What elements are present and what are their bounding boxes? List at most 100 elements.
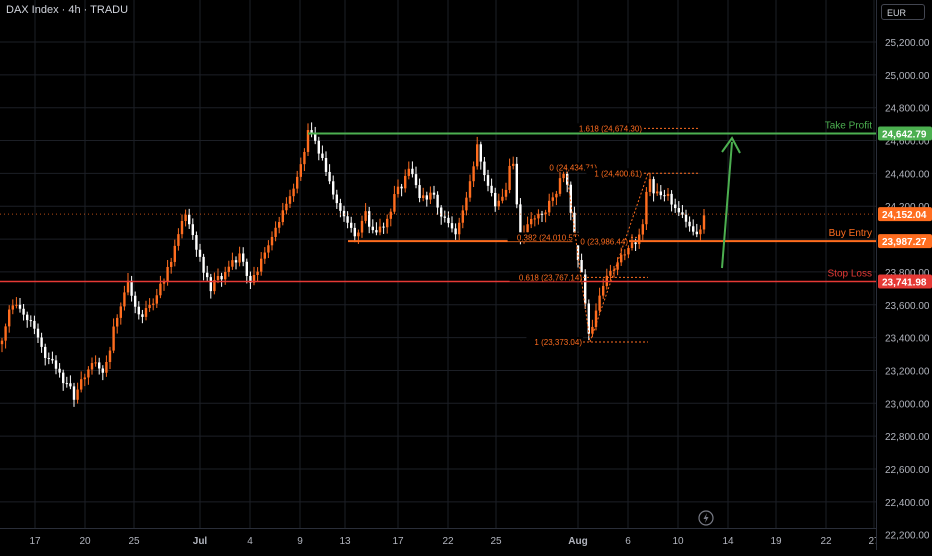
price-axis[interactable]: 25,200.00 25,000.00 24,800.00 24,600.00 24,4… — [876, 0, 932, 550]
candle-body — [418, 185, 421, 199]
candle-body — [425, 195, 428, 200]
candle-body — [134, 295, 137, 307]
time-scale[interactable]: 17 20 25 Jul 4 9 13 17 22 25 Aug 6 10 14 19 22 27 — [0, 529, 880, 551]
fib-label-top1: 1 (24,400.61) — [594, 169, 642, 178]
candle-body — [18, 304, 22, 309]
time-tick-label: 22 — [442, 536, 454, 547]
candle-body — [202, 256, 205, 273]
price-tick-label: 22,600.00 — [885, 465, 930, 476]
candle-body — [188, 214, 191, 225]
fib-label-r0: 0 (23,986.44) — [580, 237, 628, 246]
chart-area[interactable]: Take Profit Buy Entry Stop Loss 1.618 (24,6… — [0, 0, 876, 536]
candle-body — [411, 168, 414, 175]
price-chart[interactable]: Take Profit Buy Entry Stop Loss 1.618 (24,6… — [0, 0, 876, 536]
candle-body — [414, 174, 418, 186]
time-tick-label: 4 — [247, 536, 253, 547]
candle-body — [486, 175, 490, 186]
candle-body — [609, 270, 612, 276]
candle-body — [263, 252, 266, 259]
fib-label-bg — [541, 162, 598, 172]
candle-body — [461, 210, 464, 223]
candle-body — [630, 242, 634, 249]
candle-body — [296, 176, 299, 189]
candle-body — [479, 144, 482, 162]
candle-body — [195, 235, 198, 250]
target-arrow — [721, 141, 733, 269]
fib-trend-line-a — [565, 167, 591, 343]
candle-body — [242, 253, 245, 262]
candle-body — [652, 179, 655, 194]
price-tick-label: 24,800.00 — [885, 104, 930, 115]
candle-body — [684, 214, 688, 222]
candle-body — [116, 317, 119, 327]
candle-body — [4, 326, 7, 341]
price-tick-label: 25,200.00 — [885, 38, 930, 49]
candle-body — [267, 245, 270, 253]
candle-body — [695, 231, 698, 235]
candle-body — [15, 304, 18, 306]
candle-body — [598, 295, 601, 311]
candle-body — [292, 188, 295, 197]
candle-body — [173, 245, 176, 262]
candle-body — [137, 306, 140, 315]
lightning-bolt-icon[interactable] — [698, 510, 714, 526]
time-tick-label: Jul — [193, 536, 208, 547]
price-tick-label: 22,400.00 — [885, 498, 930, 509]
candle-body — [216, 275, 220, 280]
candle-body — [674, 204, 677, 209]
candle-body — [389, 211, 392, 219]
fib-label-bg — [569, 123, 643, 133]
candle-body — [368, 211, 371, 227]
candle-body — [620, 254, 623, 263]
candle-body — [659, 191, 662, 196]
candle-body — [407, 168, 410, 176]
candle-body — [317, 140, 320, 154]
candle-body — [483, 161, 486, 176]
candle-body — [566, 173, 569, 185]
take-profit-label: Take Profit — [825, 121, 872, 132]
candle-body — [497, 200, 500, 207]
fib-label-bg — [586, 168, 643, 178]
candle-body — [623, 254, 626, 256]
candle-body — [227, 266, 230, 272]
candle-body — [332, 181, 335, 195]
price-tick-label: 22,200.00 — [885, 531, 930, 542]
price-tick-label: 24,600.00 — [885, 137, 930, 148]
fib-label-r382: 0.382 (24,010.55) — [517, 233, 580, 242]
price-tick-label: 23,600.00 — [885, 301, 930, 312]
candle-body — [447, 217, 450, 224]
candle-body — [98, 362, 101, 369]
stop-loss-label: Stop Loss — [828, 268, 872, 279]
candle-body — [339, 203, 342, 211]
candle-body — [465, 197, 468, 211]
candle-body — [51, 358, 54, 361]
candle-body — [688, 221, 691, 227]
candle-body — [177, 234, 180, 246]
candle-body — [184, 214, 187, 222]
candle-body — [576, 235, 580, 261]
candle-body — [224, 271, 227, 280]
candle-body — [375, 230, 378, 233]
time-axis[interactable]: 17 20 25 Jul 4 9 13 17 22 25 Aug 6 10 14 19 22 27 — [0, 528, 880, 551]
candle-body — [540, 213, 544, 215]
candle-body — [702, 215, 706, 230]
candle-body — [396, 186, 400, 195]
candle-body — [105, 361, 108, 373]
candle-body — [476, 144, 479, 167]
candle-body — [353, 227, 356, 237]
candle-body — [663, 195, 666, 197]
symbol-title: DAX Index · 4h · TRADU — [6, 4, 129, 16]
fib-label-top0: 0 (24,434.71) — [549, 164, 597, 173]
price-scale[interactable]: 25,200.00 25,000.00 24,800.00 24,600.00 24,4… — [877, 0, 932, 550]
fib-label-bg — [526, 337, 583, 347]
fib-label-r1: 1 (23,373.04) — [534, 338, 582, 347]
candle-body — [36, 328, 40, 338]
candle-body — [548, 200, 551, 213]
candle-body — [65, 383, 68, 385]
currency-selector[interactable]: EUR — [881, 4, 925, 20]
candle-body — [324, 157, 328, 172]
price-tag-buy_entry — [878, 234, 932, 249]
candle-body — [40, 337, 43, 347]
candle-body — [119, 306, 122, 318]
candle-body — [108, 350, 112, 362]
